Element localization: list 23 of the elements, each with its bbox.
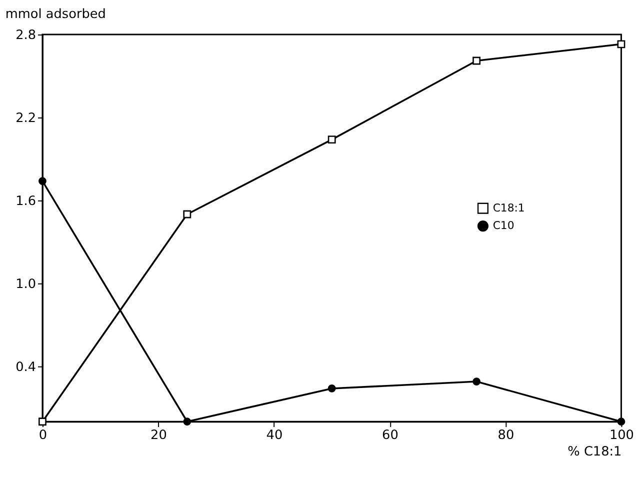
legend-label: C18:1 [492,201,525,214]
y-tick-label: 2.8 [16,28,36,43]
x-tick-label: 0 [38,428,48,443]
point [617,40,626,48]
y-tick-label: 2.2 [16,110,36,126]
legend-label: C10 [492,219,514,232]
x-tick-label: 40 [266,428,283,443]
y-tick-label: 1.6 [16,194,36,209]
point [472,378,480,386]
point [183,210,192,218]
y-tick-label: 0.4 [16,360,36,375]
point [328,384,336,392]
point [472,56,480,65]
x-tick-label: 20 [150,428,167,443]
x-axis-title: % C18:1 [568,444,622,460]
x-tick-label: 100 [609,428,634,443]
y-axis-title: mmol adsorbed [5,7,106,22]
point [328,136,336,144]
x-tick-label: 80 [498,428,514,443]
x-tick-label: 60 [382,428,398,443]
point [183,418,192,426]
y-tick-label: 1.0 [16,276,36,292]
point [38,177,46,185]
